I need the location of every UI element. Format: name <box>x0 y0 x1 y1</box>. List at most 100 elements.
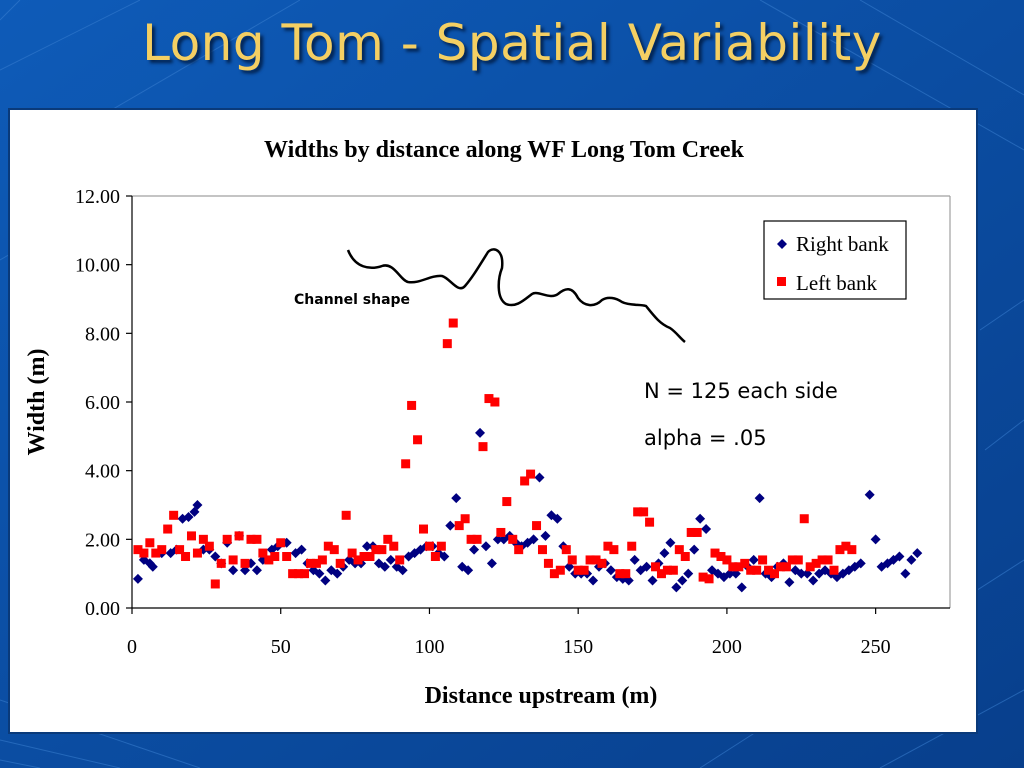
left-bank-point <box>335 558 345 568</box>
right-bank-point <box>784 577 795 588</box>
left-bank-point <box>514 545 524 555</box>
right-bank-point <box>748 554 759 565</box>
right-bank-point <box>314 568 325 579</box>
right-bank-point <box>647 575 658 586</box>
left-bank-point <box>454 521 464 531</box>
left-bank-point <box>300 569 310 579</box>
right-bank-point <box>677 575 688 586</box>
right-bank-point <box>183 512 194 523</box>
left-bank-point <box>371 545 381 555</box>
left-bank-point <box>502 497 512 507</box>
x-axis-ticks: 0 50 100 150 200 250 <box>127 608 891 658</box>
y-tick-label: 0.00 <box>85 598 120 620</box>
left-bank-point <box>817 555 827 565</box>
left-bank-point <box>401 459 411 469</box>
chart-title: Widths by distance along WF Long Tom Cre… <box>264 137 745 163</box>
left-bank-point <box>627 541 637 551</box>
n-annotation: N = 125 each side <box>644 379 838 403</box>
left-bank-point <box>323 541 333 551</box>
left-bank-point <box>686 527 696 537</box>
left-bank-point <box>567 555 577 565</box>
left-bank-point <box>662 565 672 575</box>
left-bank-point <box>549 569 559 579</box>
legend: Right bank Left bank <box>763 220 907 300</box>
left-bank-point <box>799 514 809 524</box>
left-bank-point <box>496 527 506 537</box>
left-bank-point <box>722 555 732 565</box>
left-bank-point <box>633 507 643 517</box>
left-bank-point <box>609 545 619 555</box>
x-tick-label: 200 <box>712 636 742 658</box>
right-bank-point <box>463 565 474 576</box>
left-bank-point <box>204 541 214 551</box>
right-bank-point <box>855 558 866 569</box>
right-bank-point <box>475 427 486 438</box>
left-bank-point <box>585 555 595 565</box>
left-bank-point <box>192 548 202 558</box>
left-bank-point <box>591 555 601 565</box>
left-bank-point <box>246 534 256 544</box>
left-bank-point <box>240 558 250 568</box>
left-bank-point <box>145 538 155 548</box>
left-bank-point <box>716 552 726 561</box>
alpha-annotation: alpha = .05 <box>644 426 767 450</box>
left-bank-point <box>151 548 161 558</box>
left-bank-point <box>520 476 530 486</box>
left-bank-point <box>175 545 185 555</box>
left-bank-point <box>835 545 845 555</box>
left-bank-point <box>270 552 280 561</box>
left-bank-point <box>781 562 791 572</box>
left-bank-point <box>448 318 458 328</box>
right-bank-point <box>373 558 384 569</box>
left-bank-point <box>793 555 803 565</box>
left-bank-point <box>597 558 607 568</box>
right-bank-point <box>296 544 307 555</box>
channel-shape-label: Channel shape <box>294 292 410 308</box>
left-bank-point <box>472 534 482 544</box>
left-bank-point <box>704 574 714 584</box>
x-tick-label: 100 <box>414 636 444 658</box>
left-bank-point <box>460 514 470 524</box>
left-bank-point <box>305 558 315 568</box>
right-bank-point <box>894 551 905 562</box>
right-bank-point <box>486 558 497 569</box>
right-bank-point <box>165 548 176 559</box>
left-bank-point <box>728 562 738 572</box>
left-bank-point <box>758 555 768 565</box>
left-bank-point <box>430 552 440 561</box>
y-tick-label: 10.00 <box>75 255 120 277</box>
left-bank-point <box>752 565 762 575</box>
left-bank-point <box>692 527 702 537</box>
left-bank-point <box>466 534 476 544</box>
left-bank-point <box>258 548 268 558</box>
scatter-chart: Widths by distance along WF Long Tom Cre… <box>24 137 951 709</box>
left-bank-point <box>222 534 232 544</box>
left-bank-point <box>651 562 661 572</box>
left-bank-point <box>775 562 785 572</box>
left-bank-point <box>543 558 553 568</box>
left-bank-point <box>829 565 839 575</box>
left-bank-point <box>186 531 196 541</box>
left-bank-point <box>478 442 488 452</box>
left-bank-point <box>442 339 452 349</box>
legend-right-bank-marker <box>777 239 787 249</box>
right-bank-point <box>469 544 480 555</box>
right-bank-point <box>528 534 539 545</box>
left-bank-point <box>139 548 149 558</box>
legend-right-bank-label: Right bank <box>796 232 889 256</box>
right-bank-point <box>689 544 700 555</box>
y-axis-label: Width (m) <box>24 349 50 456</box>
right-bank-point <box>814 568 825 579</box>
left-bank-point <box>639 507 649 517</box>
left-bank-point <box>573 565 583 575</box>
left-bank-point <box>198 534 208 544</box>
right-bank-point <box>837 568 848 579</box>
right-bank-point <box>641 561 652 572</box>
x-tick-label: 250 <box>861 636 891 658</box>
left-bank-point <box>710 548 720 558</box>
right-bank-point <box>451 493 462 504</box>
left-bank-point <box>740 558 750 568</box>
right-bank-point <box>701 524 712 535</box>
right-bank-point <box>192 500 203 510</box>
right-bank-point <box>379 561 390 572</box>
